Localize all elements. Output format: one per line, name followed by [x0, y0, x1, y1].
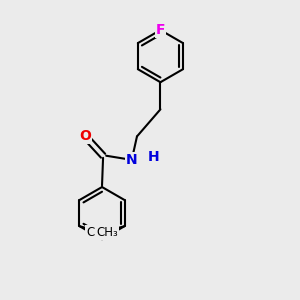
Text: O: O	[79, 129, 91, 143]
Text: CH₃: CH₃	[86, 226, 108, 239]
Text: N: N	[126, 153, 138, 167]
Text: H: H	[148, 150, 160, 164]
Text: CH₃: CH₃	[96, 226, 118, 239]
Text: F: F	[156, 23, 165, 37]
